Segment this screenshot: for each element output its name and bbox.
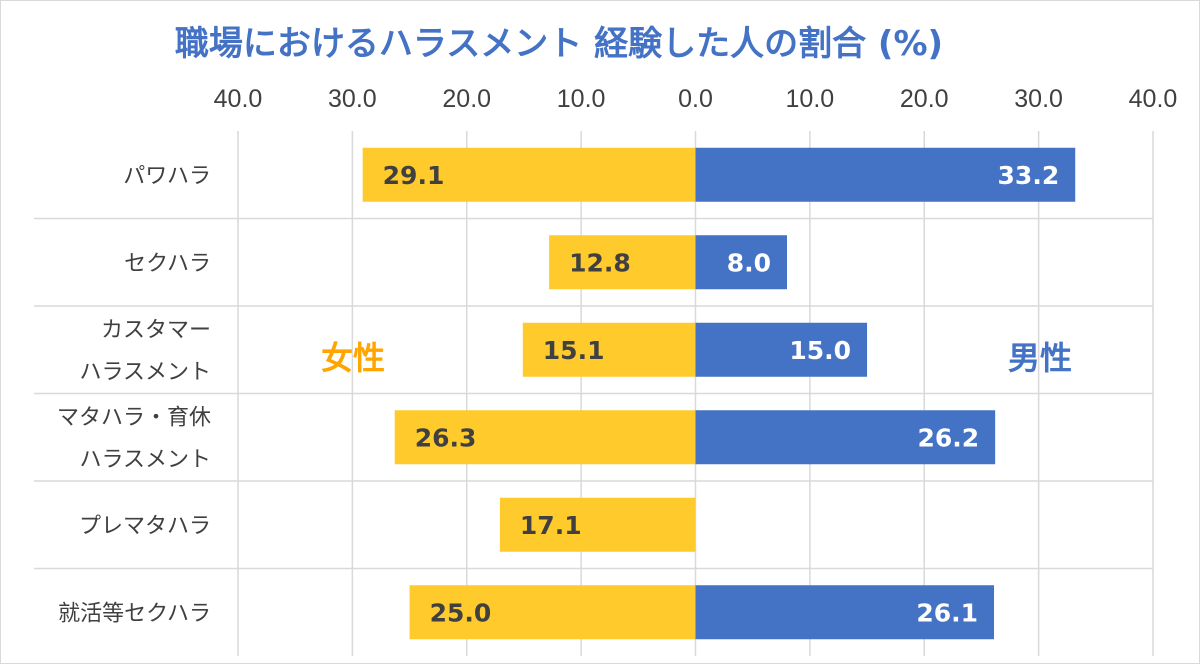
data-label-male: 26.2 bbox=[917, 423, 979, 452]
category-label: プレマタハラ bbox=[79, 514, 211, 539]
bars bbox=[362, 147, 1076, 640]
bar-female bbox=[409, 585, 696, 640]
data-label-female: 15.1 bbox=[543, 336, 605, 365]
data-label-male: 26.1 bbox=[916, 598, 978, 627]
bar-male bbox=[695, 322, 868, 377]
category-label: パワハラ bbox=[123, 164, 211, 189]
category-label: ハラスメント bbox=[79, 447, 211, 472]
bar-male bbox=[695, 147, 1076, 202]
data-label-female: 25.0 bbox=[430, 598, 492, 627]
x-tick-label: 10.0 bbox=[786, 85, 835, 113]
bar-female bbox=[362, 147, 696, 202]
bar-male bbox=[695, 585, 995, 640]
data-labels: 29.1 12.8 15.1 26.3 17.1 25.0 33.2 8.0 15.0 26.2 2… bbox=[383, 161, 1060, 628]
bar-female bbox=[522, 322, 696, 377]
bar-female bbox=[499, 497, 696, 552]
bar-female bbox=[394, 410, 696, 465]
data-label-male: 33.2 bbox=[998, 161, 1060, 190]
x-tick-label: 30.0 bbox=[1014, 85, 1063, 113]
series-label-female: 女性 bbox=[321, 339, 385, 377]
x-tick-label: 30.0 bbox=[328, 85, 377, 113]
category-label: セクハラ bbox=[124, 251, 211, 276]
chart-title: 職場におけるハラスメント 経験した人の割合 (%) bbox=[175, 24, 943, 64]
category-label: 就活等セクハラ bbox=[58, 601, 211, 626]
grid-lines bbox=[34, 131, 1154, 656]
category-label: ハラスメント bbox=[79, 360, 211, 385]
x-tick-labels: 40.0 30.0 20.0 10.0 0.0 10.0 20.0 30.0 40.0 bbox=[214, 85, 1178, 113]
data-label-male: 8.0 bbox=[727, 248, 771, 277]
data-label-female: 26.3 bbox=[415, 423, 477, 452]
bar-male bbox=[695, 235, 787, 290]
data-label-female: 12.8 bbox=[569, 248, 631, 277]
bar-female bbox=[549, 235, 696, 290]
data-label-male: 15.0 bbox=[789, 336, 851, 365]
category-label: マタハラ・育休 bbox=[57, 405, 211, 430]
category-labels: パワハラセクハラカスタマーハラスメントマタハラ・育休ハラスメントプレマタハラ就活… bbox=[57, 164, 211, 627]
x-tick-label: 0.0 bbox=[678, 85, 713, 113]
bar-male bbox=[695, 410, 996, 465]
x-tick-label: 20.0 bbox=[442, 85, 491, 113]
x-tick-label: 40.0 bbox=[214, 85, 263, 113]
x-tick-label: 10.0 bbox=[557, 85, 606, 113]
data-label-female: 17.1 bbox=[520, 511, 582, 540]
x-tick-label: 20.0 bbox=[900, 85, 949, 113]
data-label-female: 29.1 bbox=[383, 161, 445, 190]
category-label: カスタマー bbox=[101, 318, 211, 343]
x-tick-label: 40.0 bbox=[1129, 85, 1178, 113]
series-label-male: 男性 bbox=[1008, 339, 1072, 377]
